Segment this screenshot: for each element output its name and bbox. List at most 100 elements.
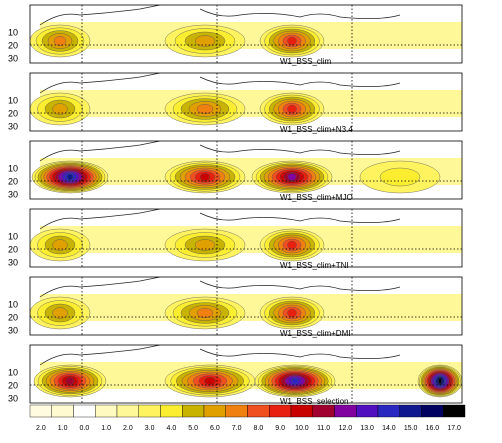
panel-frame [29, 208, 463, 268]
y-label: 10 [8, 231, 18, 241]
colorbar-swatch [160, 404, 183, 418]
map-panel: 10 20 30 W1_BSS_clim+TNI [8, 208, 463, 270]
colorbar-swatch [356, 404, 379, 418]
colorbar-label: 2.0 [123, 425, 133, 432]
coastline [39, 345, 401, 366]
map-content [30, 5, 462, 63]
y-label: 20 [8, 244, 18, 254]
colorbar-label: 2.0 [36, 425, 46, 432]
skill-contour [291, 377, 299, 385]
skill-contour [194, 239, 216, 251]
map-content [30, 73, 462, 131]
skill-contour [196, 103, 214, 114]
colorbar-label: 6.0 [210, 425, 220, 432]
y-label: 30 [8, 257, 18, 267]
skill-contour [204, 377, 216, 385]
panel-frame [29, 344, 463, 404]
panel-title: W1_BSS_clim+TNI [280, 261, 349, 270]
y-label: 20 [8, 108, 18, 118]
panel-title: W1_BSS_selection [280, 397, 348, 406]
colorbar-swatch [203, 404, 226, 418]
skill-band [40, 22, 462, 49]
colorbar-label: 12.0 [339, 425, 353, 432]
colorbar-label: 15.0 [404, 425, 418, 432]
skill-band [40, 294, 462, 321]
skill-contour [287, 308, 297, 318]
colorbar-label: 11.0 [317, 425, 330, 432]
colorbar-label: 10.0 [295, 425, 309, 432]
skill-contour [52, 307, 68, 319]
y-label: 20 [8, 380, 18, 390]
colorbar-label: 0.0 [80, 425, 90, 432]
colorbar-label: 17.0 [447, 425, 461, 432]
skill-contour [65, 377, 75, 385]
y-label: 10 [8, 27, 18, 37]
colorbar-swatch [95, 404, 118, 418]
skill-contour [438, 377, 442, 385]
colorbar-swatch [377, 404, 400, 418]
coastline [39, 277, 401, 298]
skill-contour [53, 36, 67, 47]
y-label: 10 [8, 367, 18, 377]
colorbar-swatch [312, 404, 335, 418]
skill-contour [66, 173, 74, 181]
panel-frame [29, 72, 463, 132]
colorbar-label: 16.0 [426, 425, 440, 432]
colorbar-label: 7.0 [232, 425, 242, 432]
y-label: 20 [8, 176, 18, 186]
y-label: 10 [8, 163, 18, 173]
colorbar-swatch [51, 404, 74, 418]
colorbar-label: 9.0 [275, 425, 285, 432]
colorbar-label: 8.0 [254, 425, 264, 432]
colorbar-label: 14.0 [382, 425, 396, 432]
colorbar-label: 1.0 [101, 425, 111, 432]
panel-frame [29, 140, 463, 200]
skill-contour [379, 167, 421, 187]
y-label: 30 [8, 121, 18, 131]
map-panel: 10 20 30 W1_BSS_clim+DMI [8, 276, 463, 338]
coastline [39, 141, 401, 162]
colorbar-swatch [290, 404, 313, 418]
skill-contour [287, 240, 297, 250]
coastline [39, 73, 401, 94]
panel-title: W1_BSS_clim+N3.4 [280, 125, 353, 134]
y-label: 30 [8, 325, 18, 335]
map-content [30, 277, 462, 335]
y-label: 20 [8, 40, 18, 50]
panel-frame [29, 276, 463, 336]
y-label: 30 [8, 189, 18, 199]
colorbar-swatch [73, 404, 96, 418]
skill-band [40, 90, 462, 117]
map-panel: 10 20 30 W1_BSS_clim+MJO [8, 140, 463, 202]
colorbar-swatch [269, 404, 292, 418]
coastline [39, 209, 401, 230]
map-panel: 10 20 30 W1_BSS_clim+N3.4 [8, 72, 463, 134]
colorbar-swatch [182, 404, 205, 418]
y-label: 20 [8, 312, 18, 322]
colorbar-label: 4.0 [167, 425, 177, 432]
map-content [30, 209, 462, 267]
colorbar-swatch [225, 404, 248, 418]
colorbar-swatch [247, 404, 270, 418]
colorbar-swatch [138, 404, 161, 418]
skill-band [40, 226, 462, 253]
map-content [30, 345, 462, 403]
skill-contour [287, 36, 297, 46]
map-content [30, 141, 462, 199]
coastline [39, 5, 401, 26]
y-label: 10 [8, 95, 18, 105]
panel-title: W1_BSS_clim+MJO [280, 193, 353, 202]
panel-title: W1_BSS_clim+DMI [280, 329, 350, 338]
colorbar-label: 5.0 [188, 425, 198, 432]
map-panel: 10 20 30 W1_BSS_selection [8, 344, 463, 406]
colorbar-swatch [334, 404, 357, 418]
map-panel: 10 20 30 W1_BSS_clim [8, 4, 463, 66]
panel-frame [29, 4, 463, 64]
colorbar-label: 3.0 [145, 425, 155, 432]
skill-contour [52, 103, 68, 115]
colorbar-swatch [29, 404, 52, 418]
skill-contour [287, 104, 297, 114]
y-label: 10 [8, 299, 18, 309]
colorbar-swatch [421, 404, 444, 418]
